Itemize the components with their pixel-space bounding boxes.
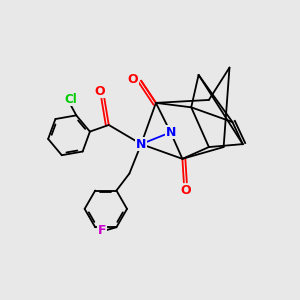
Text: N: N [136, 138, 146, 151]
Text: O: O [180, 184, 190, 197]
Text: O: O [128, 73, 138, 86]
Text: F: F [98, 224, 106, 237]
Text: O: O [94, 85, 105, 98]
Text: Cl: Cl [64, 93, 77, 106]
Text: N: N [165, 126, 176, 139]
